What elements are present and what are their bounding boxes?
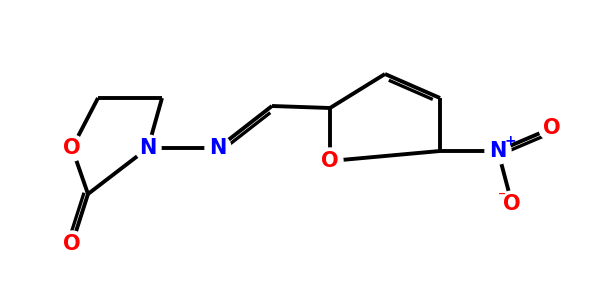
Circle shape: [59, 135, 85, 161]
Circle shape: [485, 138, 511, 164]
Circle shape: [59, 231, 85, 257]
Circle shape: [539, 115, 565, 141]
Circle shape: [499, 191, 525, 217]
Text: N: N: [490, 141, 506, 161]
Circle shape: [135, 135, 161, 161]
Circle shape: [317, 148, 343, 174]
Text: O: O: [63, 234, 81, 254]
Text: O: O: [63, 138, 81, 158]
Circle shape: [205, 135, 231, 161]
Text: O: O: [543, 118, 561, 138]
Text: ⁻: ⁻: [498, 189, 506, 205]
Text: O: O: [503, 194, 521, 214]
Text: +: +: [504, 134, 516, 148]
Text: O: O: [321, 151, 339, 171]
Text: N: N: [209, 138, 227, 158]
Text: N: N: [139, 138, 157, 158]
